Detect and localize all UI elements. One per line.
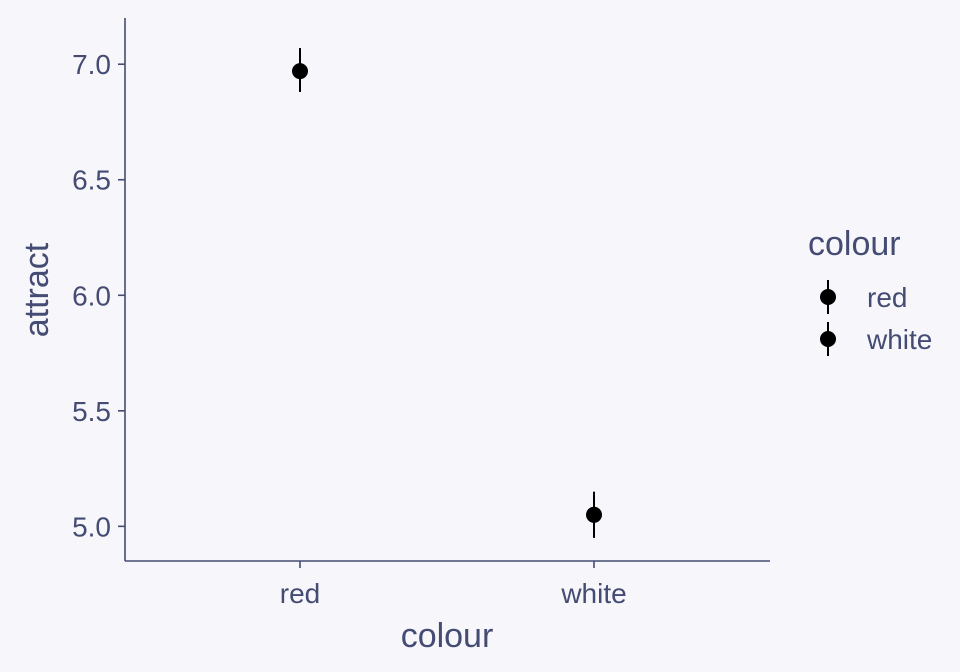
legend-entries: red white bbox=[820, 280, 932, 356]
y-tick-label: 6.0 bbox=[72, 280, 111, 311]
data-point bbox=[292, 63, 308, 80]
y-tick-label: 6.5 bbox=[72, 165, 111, 196]
legend-entry: white bbox=[820, 322, 932, 356]
legend-label: red bbox=[867, 282, 907, 313]
plot-area: 5.0 5.5 6.0 6.5 7.0 red white colour attract bbox=[18, 18, 770, 655]
legend-point bbox=[820, 331, 836, 347]
legend-point bbox=[820, 289, 836, 305]
y-tick-label: 7.0 bbox=[72, 49, 111, 80]
data-marks bbox=[292, 48, 602, 538]
legend-title: colour bbox=[808, 225, 901, 263]
data-point bbox=[586, 506, 602, 523]
x-axis-title: colour bbox=[401, 617, 494, 655]
x-tick-label: red bbox=[280, 578, 320, 609]
legend-label: white bbox=[866, 324, 932, 355]
y-tick-label: 5.0 bbox=[72, 511, 111, 542]
y-ticks: 5.0 5.5 6.0 6.5 7.0 bbox=[72, 49, 125, 542]
x-ticks: red white bbox=[280, 561, 627, 609]
legend: colour red white bbox=[808, 225, 932, 356]
legend-entry: red bbox=[820, 280, 907, 314]
x-tick-label: white bbox=[560, 578, 626, 609]
y-axis-title: attract bbox=[18, 242, 56, 337]
y-tick-label: 5.5 bbox=[72, 396, 111, 427]
